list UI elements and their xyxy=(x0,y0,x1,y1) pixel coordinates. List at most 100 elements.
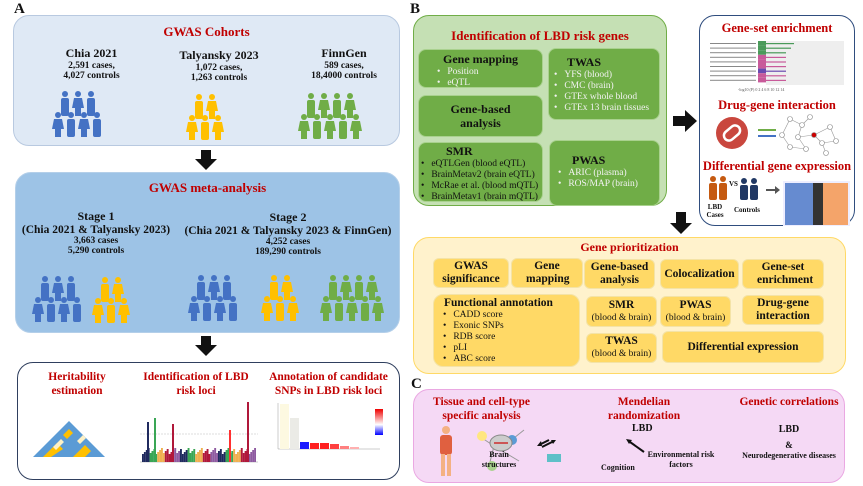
person-icon xyxy=(67,276,75,301)
enrichment-bar xyxy=(766,47,791,49)
people-icon-yellow xyxy=(261,275,304,328)
person-icon xyxy=(298,114,310,139)
person-icon xyxy=(208,275,220,300)
manhattan-bar xyxy=(183,452,186,462)
controls-label: Controls xyxy=(734,206,760,214)
manhattan-bar xyxy=(225,450,228,462)
pwas-sub-label: (blood & brain) xyxy=(665,312,726,323)
manhattan-bar xyxy=(166,449,169,462)
person-icon xyxy=(52,112,64,137)
manhattan-bar xyxy=(252,450,255,462)
manhattan-bar xyxy=(199,450,201,462)
enrichment-bar xyxy=(766,52,786,54)
smr-sub-label: (blood & brain) xyxy=(591,312,652,323)
network-node xyxy=(807,114,813,120)
manhattan-bar xyxy=(178,451,180,462)
down-arrow-icon xyxy=(195,336,217,356)
person-icon xyxy=(355,275,363,300)
person-icon xyxy=(313,114,321,139)
smr-title: SMR xyxy=(446,144,473,158)
person-icon xyxy=(67,112,75,137)
diff-expression-label: Differential expression xyxy=(687,340,799,353)
manhattan-bar xyxy=(240,448,243,462)
mr-arrows-icon xyxy=(489,434,645,462)
person-icon xyxy=(335,296,343,321)
manhattan-bar xyxy=(181,454,184,462)
downstream-analysis-box: Heritability estimation Identification o… xyxy=(17,362,400,480)
gene-based-prio-box: Gene-based analysis xyxy=(584,259,655,289)
manhattan-bar xyxy=(164,451,167,462)
functional-annotation-title: Functional annotation xyxy=(444,297,553,309)
pwas-box: PWAS ARIC (plasma)ROS/MAP (brain) xyxy=(549,140,660,206)
mr-lbd-label: LBD xyxy=(632,423,653,434)
heritability-title: Heritability estimation xyxy=(48,371,106,397)
person-icon xyxy=(118,298,130,323)
cohort-controls: 4,027 controls xyxy=(63,71,120,81)
network-node xyxy=(803,146,809,152)
cohort-name: Chia 2021 xyxy=(65,46,118,60)
manhattan-bar xyxy=(216,453,218,462)
person-icon xyxy=(324,114,336,139)
stage-name: Stage 2 xyxy=(269,210,307,224)
manhattan-bar xyxy=(187,448,190,462)
ld-heatmap-icon xyxy=(33,421,105,457)
stage-desc: (Chia 2021 & Talyansky 2023 & FinnGen) xyxy=(184,225,392,237)
manhattan-bar xyxy=(176,453,179,462)
list-item: ARIC (plasma) xyxy=(558,168,659,179)
svg-text:-log10 (P) 0 2 4 6 8 10: -log10 (P) 0 2 4 6 8 10 12 14 xyxy=(738,87,784,92)
person-icon xyxy=(340,275,352,300)
gwas-meta-analysis-box: GWAS meta-analysis Stage 1 (Chia 2021 & … xyxy=(15,172,400,333)
functional-annotation-box: Functional annotation CADD scoreExonic S… xyxy=(433,294,580,367)
gwas-significance-label: GWAS significance xyxy=(442,260,500,285)
manhattan-bar xyxy=(235,454,237,462)
network-node xyxy=(823,150,829,156)
person-icon xyxy=(78,112,90,137)
panel-label-a: A xyxy=(14,1,25,17)
enrichment-bar xyxy=(766,56,786,58)
gc-amp-label: & xyxy=(785,440,793,450)
enrichment-bar xyxy=(766,43,794,45)
snp-annotation-title: Annotation of candidate SNPs in LBD risk… xyxy=(269,371,388,397)
person-icon xyxy=(206,94,218,119)
colocalization-box: Colocalization xyxy=(660,259,739,289)
manhattan-bar xyxy=(193,449,196,462)
vs-label: VS xyxy=(729,180,738,188)
gene-set-prio-box: Gene-set enrichment xyxy=(742,259,824,289)
gene-based-box: Gene-based analysis xyxy=(418,95,543,137)
stage-cases: 4,252 cases xyxy=(265,237,311,247)
gene-set-label: Gene-set enrichment xyxy=(757,261,814,286)
manhattan-bar xyxy=(157,452,160,462)
manhattan-bar xyxy=(214,448,217,462)
person-icon xyxy=(287,296,299,321)
manhattan-bar xyxy=(233,449,236,462)
manhattan-bar xyxy=(162,453,165,462)
network-node xyxy=(799,122,805,128)
people-icon-green xyxy=(320,275,389,328)
manhattan-bar xyxy=(161,448,163,462)
manhattan-bar xyxy=(244,451,247,462)
person-icon xyxy=(186,115,198,140)
list-item: eQTL xyxy=(437,78,542,89)
list-item: eQTLGen (blood eQTL) xyxy=(421,159,542,170)
manhattan-bar xyxy=(174,448,177,462)
person-icon xyxy=(229,296,237,321)
manhattan-bar xyxy=(231,451,234,462)
list-item: CMC (brain) xyxy=(554,81,659,92)
person-icon xyxy=(72,91,84,116)
list-item: YFS (blood) xyxy=(554,70,659,81)
down-arrow-icon xyxy=(195,150,217,170)
list-item: BrainMetav1 (brain mQTL) xyxy=(421,192,542,203)
twas-label: TWAS xyxy=(605,335,638,347)
person-icon xyxy=(92,298,104,323)
risk-genes-title: Identification of LBD risk genes xyxy=(451,28,629,43)
drug-gene-title: Drug-gene interaction xyxy=(718,98,836,112)
stage-1: Stage 1 (Chia 2021 & Talyansky 2023) 3,6… xyxy=(16,209,176,256)
panel-label-b: B xyxy=(410,1,421,17)
manhattan-bar xyxy=(218,451,220,462)
stage-controls: 189,290 controls xyxy=(255,247,321,257)
person-icon xyxy=(101,277,109,302)
manhattan-bar xyxy=(219,449,222,462)
gene-set-enrichment-title: Gene-set enrichment xyxy=(721,21,833,35)
gwas-cohorts-title: GWAS Cohorts xyxy=(163,24,250,39)
person-icon xyxy=(87,91,95,116)
